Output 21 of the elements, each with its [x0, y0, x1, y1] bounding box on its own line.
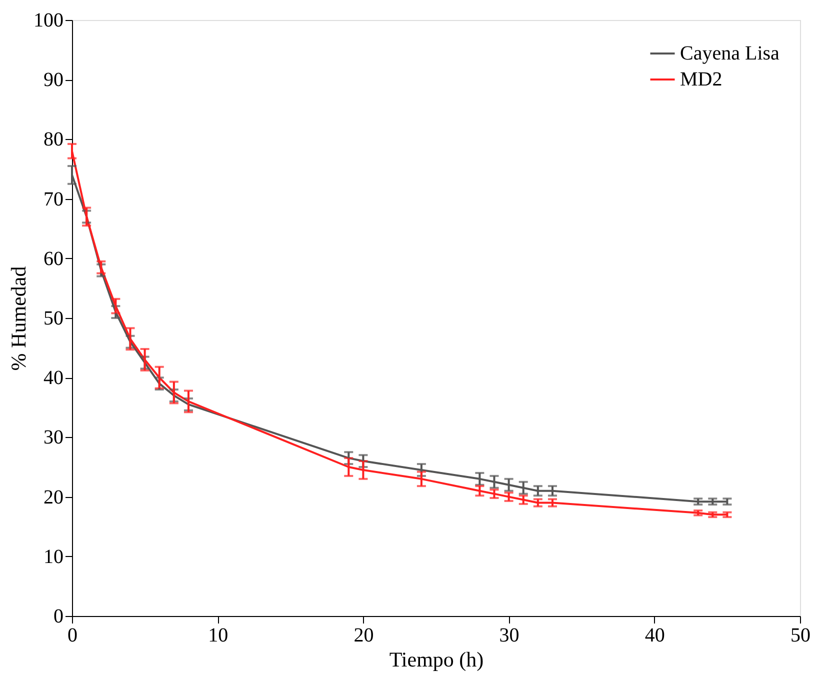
y-tick-label: 90 [44, 69, 64, 92]
y-axis-title: % Humedad [6, 266, 30, 371]
x-tick-label: 30 [499, 624, 520, 646]
y-tick-label: 60 [44, 248, 64, 270]
y-tick-label: 50 [44, 308, 64, 330]
y-tick-label: 70 [44, 188, 64, 210]
x-tick-label: 40 [644, 624, 665, 646]
y-tick-label: 100 [34, 10, 64, 32]
x-tick-label: 0 [68, 624, 78, 646]
y-tick-label: 0 [54, 606, 64, 628]
x-tick-label: 10 [208, 624, 228, 646]
y-tick-label: 20 [44, 486, 64, 508]
x-tick-label: 20 [354, 624, 374, 646]
y-tick-label: 80 [44, 128, 64, 151]
x-axis-title: Tiempo (h) [389, 648, 484, 672]
legend-label: Cayena Lisa [680, 42, 780, 64]
y-tick-label: 30 [44, 426, 64, 449]
y-tick-label: 40 [44, 367, 64, 390]
y-tick-label: 10 [44, 546, 64, 568]
x-tick-label: 50 [790, 624, 810, 646]
legend-label: MD2 [680, 68, 722, 90]
